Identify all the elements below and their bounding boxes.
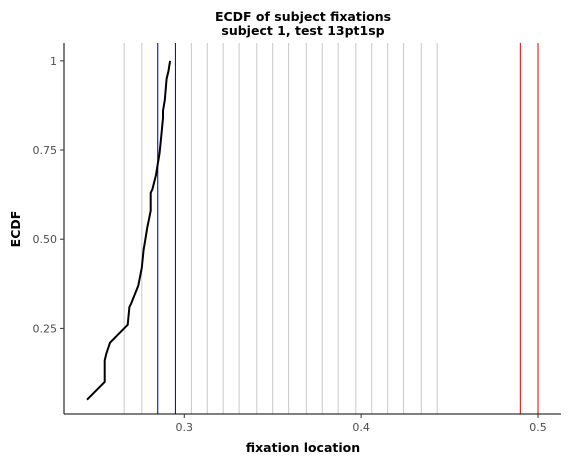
chart-title: ECDF of subject fixations bbox=[215, 9, 391, 24]
x-tick-label: 0.4 bbox=[352, 421, 370, 434]
blue-reference-lines bbox=[157, 43, 176, 414]
x-tick-label: 0.3 bbox=[176, 421, 194, 434]
gray-reference-lines bbox=[123, 43, 438, 414]
y-axis-ticks: 0.25 0.50 0.75 1 bbox=[33, 55, 64, 335]
x-axis-title: fixation location bbox=[246, 440, 360, 455]
x-axis-ticks: 0.3 0.4 0.5 bbox=[176, 414, 547, 434]
y-tick-label: 0.25 bbox=[33, 322, 58, 335]
ecdf-series bbox=[86, 60, 172, 401]
y-tick-label: 0.75 bbox=[33, 144, 58, 157]
y-tick-label: 1 bbox=[50, 55, 57, 68]
chart-subtitle: subject 1, test 13pt1sp bbox=[221, 23, 384, 38]
y-axis-title: ECDF bbox=[8, 211, 23, 248]
red-reference-lines bbox=[519, 43, 539, 414]
ecdf-line-0 bbox=[86, 60, 172, 401]
y-tick-label: 0.50 bbox=[33, 233, 58, 246]
x-tick-label: 0.5 bbox=[529, 421, 547, 434]
